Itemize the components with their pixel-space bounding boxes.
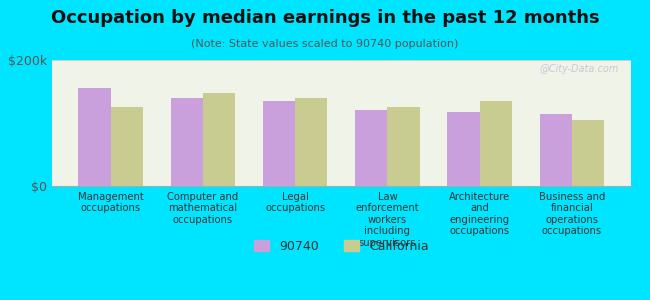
Bar <box>78 88 111 186</box>
Bar <box>540 113 572 186</box>
Bar <box>263 101 295 186</box>
Bar <box>111 107 143 186</box>
Bar <box>203 93 235 186</box>
Bar <box>295 98 328 186</box>
Bar <box>387 107 420 186</box>
Bar <box>355 110 387 186</box>
Legend: 90740, California: 90740, California <box>249 235 434 258</box>
Text: Occupation by median earnings in the past 12 months: Occupation by median earnings in the pas… <box>51 9 599 27</box>
Bar <box>572 120 604 186</box>
Bar <box>447 112 480 186</box>
Text: (Note: State values scaled to 90740 population): (Note: State values scaled to 90740 popu… <box>191 39 459 49</box>
Bar <box>480 101 512 186</box>
Text: @City-Data.com: @City-Data.com <box>540 64 619 74</box>
Bar <box>170 98 203 186</box>
